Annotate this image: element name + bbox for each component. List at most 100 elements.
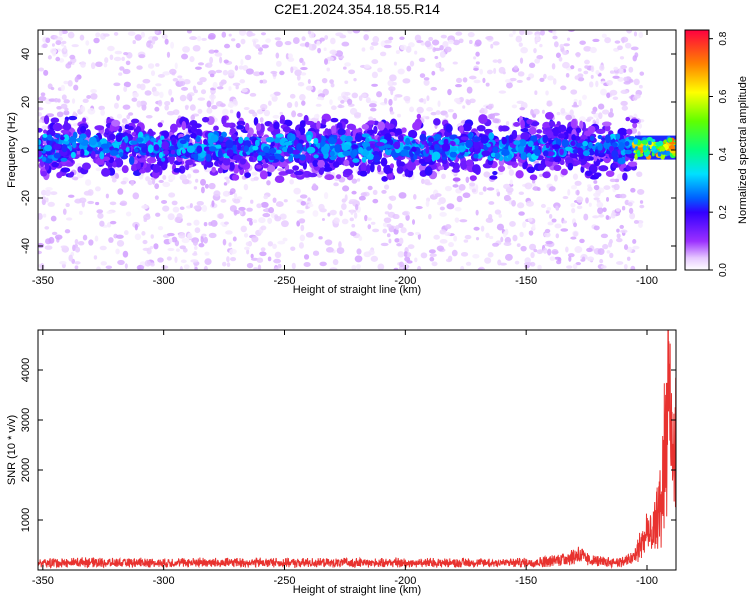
noise-speckle — [633, 31, 638, 37]
noise-speckle — [249, 92, 257, 97]
noise-speckle — [616, 233, 621, 239]
noise-speckle — [382, 222, 388, 228]
noise-speckle — [606, 197, 610, 202]
band-core-blob — [570, 140, 576, 147]
noise-speckle — [260, 32, 266, 36]
noise-speckle — [154, 195, 159, 200]
noise-speckle — [452, 112, 458, 120]
noise-speckle — [369, 107, 377, 112]
noise-speckle — [516, 202, 525, 209]
noise-speckle — [72, 244, 76, 252]
noise-speckle — [194, 227, 201, 234]
colorbar-gradient — [684, 29, 710, 271]
noise-speckle — [548, 213, 553, 219]
noise-speckle — [620, 64, 628, 70]
band-blob — [56, 171, 63, 179]
band-core-blob — [587, 141, 593, 149]
band-core-blob — [76, 137, 84, 143]
noise-speckle — [479, 68, 484, 75]
bright-patch-blob — [637, 146, 641, 151]
noise-speckle — [329, 209, 337, 216]
bright-patch-blob — [657, 151, 662, 157]
noise-speckle — [503, 183, 511, 190]
noise-speckle — [336, 247, 345, 255]
band-blob — [316, 120, 321, 130]
x-tick-label: -250 — [273, 575, 295, 587]
band-core-blob — [232, 144, 237, 152]
noise-speckle — [451, 249, 458, 257]
band-core-blob — [526, 152, 532, 158]
noise-speckle — [205, 62, 213, 68]
noise-speckle — [639, 204, 645, 209]
noise-speckle — [403, 95, 411, 102]
band-core-blob — [384, 147, 393, 156]
noise-speckle — [213, 190, 221, 197]
noise-speckle — [266, 180, 271, 186]
noise-speckle — [307, 30, 312, 35]
band-core-blob — [551, 144, 561, 150]
noise-speckle — [630, 46, 639, 51]
noise-speckle — [196, 81, 203, 86]
noise-speckle — [498, 66, 506, 74]
noise-speckle — [435, 62, 441, 68]
band-blob — [542, 121, 552, 129]
band-core-blob — [588, 149, 595, 156]
y-tick-label: -20 — [20, 190, 32, 206]
band-core-blob — [518, 145, 525, 154]
noise-speckle — [419, 73, 426, 79]
heatmap-x-axis-label: Height of straight line (km) — [293, 284, 421, 296]
noise-speckle — [351, 92, 359, 99]
band-blob — [273, 121, 280, 130]
noise-speckle — [552, 35, 558, 40]
noise-speckle — [433, 234, 440, 240]
noise-speckle — [528, 230, 534, 236]
noise-speckle — [192, 85, 197, 92]
noise-speckle — [174, 62, 178, 70]
noise-speckle — [393, 61, 397, 66]
noise-speckle — [439, 67, 445, 72]
noise-speckle — [178, 232, 186, 239]
band-core-blob — [411, 146, 417, 152]
noise-speckle — [353, 212, 358, 219]
band-core-blob — [181, 148, 186, 154]
noise-speckle — [90, 89, 97, 94]
noise-speckle — [42, 213, 47, 218]
noise-speckle — [250, 253, 254, 259]
band-core-blob — [618, 142, 625, 151]
noise-speckle — [44, 226, 50, 230]
noise-speckle — [204, 258, 212, 266]
band-blob — [343, 168, 353, 176]
band-core-blob — [63, 134, 70, 142]
noise-speckle — [299, 57, 304, 63]
noise-speckle — [573, 101, 578, 107]
bright-patch-blob — [642, 139, 648, 145]
noise-speckle — [519, 107, 525, 111]
noise-speckle — [199, 77, 207, 83]
band-core-blob — [306, 134, 312, 142]
noise-speckle — [262, 213, 271, 218]
noise-speckle — [61, 94, 67, 101]
band-blob — [332, 161, 340, 168]
noise-speckle — [61, 40, 67, 45]
noise-speckle — [329, 49, 338, 55]
noise-speckle — [339, 210, 343, 217]
noise-speckle — [363, 251, 372, 258]
noise-speckle — [257, 264, 262, 270]
band-core-blob — [121, 141, 127, 151]
noise-speckle — [80, 61, 86, 68]
noise-speckle — [407, 231, 414, 236]
noise-speckle — [318, 203, 325, 211]
noise-speckle — [609, 178, 617, 183]
noise-speckle — [570, 236, 577, 240]
noise-speckle — [38, 242, 45, 249]
noise-speckle — [465, 99, 471, 106]
band-blob — [553, 164, 562, 172]
noise-speckle — [406, 65, 412, 72]
snr-y-ticks: 1000 2000 3000 4000 — [20, 358, 676, 532]
colorbar-label: Normalized spectral amplitude — [737, 76, 749, 224]
noise-speckle — [229, 205, 237, 212]
noise-speckle — [116, 113, 123, 119]
noise-speckle — [38, 107, 44, 111]
noise-speckle — [431, 70, 436, 76]
noise-speckle — [384, 211, 390, 215]
